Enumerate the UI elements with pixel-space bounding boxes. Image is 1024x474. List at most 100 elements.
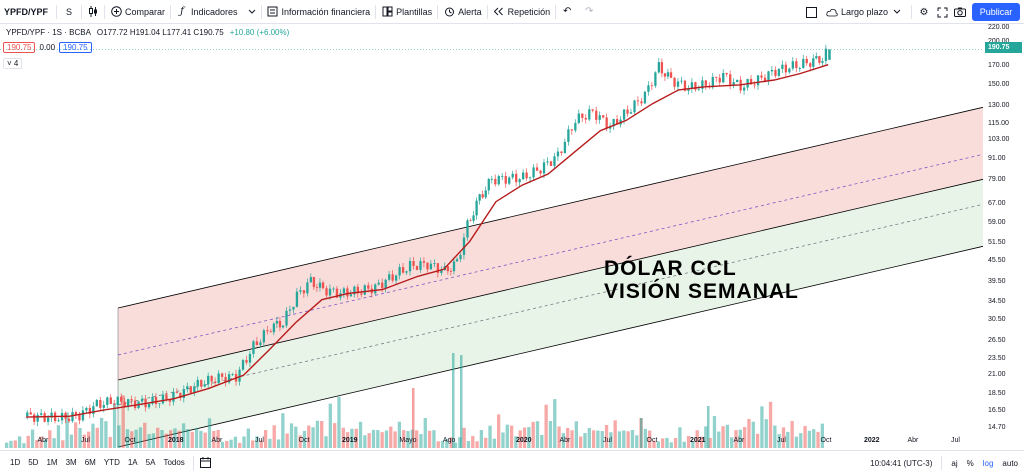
- candle-body: [231, 373, 234, 375]
- volume-bar: [673, 438, 678, 448]
- volume-bar: [505, 424, 509, 448]
- volume-bar: [423, 418, 427, 448]
- bar-style-button[interactable]: [82, 0, 104, 24]
- indicators-dropdown-button[interactable]: [243, 0, 261, 24]
- buy-price-box[interactable]: 190.75: [59, 42, 92, 53]
- compare-button[interactable]: Comparar: [105, 0, 170, 24]
- candle-body: [182, 389, 185, 399]
- publish-button[interactable]: Publicar: [972, 3, 1020, 21]
- range-button-5a[interactable]: 5A: [145, 458, 156, 467]
- candle-body: [71, 412, 74, 422]
- candle-body: [697, 88, 701, 90]
- candle-body: [203, 384, 206, 387]
- candle-body: [426, 262, 429, 270]
- volume-bar: [812, 429, 816, 448]
- replay-button[interactable]: Repetición: [488, 0, 556, 24]
- price-tick-label: 150.00: [988, 80, 1010, 88]
- volume-bar: [522, 427, 527, 448]
- fullscreen-icon[interactable]: [936, 6, 948, 18]
- range-button-1d[interactable]: 1D: [10, 458, 21, 467]
- volume-bar: [22, 443, 26, 448]
- candle-body: [248, 353, 252, 363]
- financials-button[interactable]: Información financiera: [262, 0, 376, 24]
- range-button-3m[interactable]: 3M: [65, 458, 77, 467]
- volume-bar: [734, 430, 738, 448]
- adjust-toggle[interactable]: aj: [951, 458, 958, 468]
- settings-gear-icon[interactable]: ⚙: [919, 6, 929, 18]
- volume-bar: [156, 427, 160, 448]
- fullscreen-box-icon[interactable]: [806, 6, 818, 18]
- range-button-1m[interactable]: 1M: [46, 458, 58, 467]
- volume-bar: [13, 440, 17, 448]
- alert-button[interactable]: Alerta: [438, 0, 487, 24]
- candle-body: [262, 330, 266, 343]
- volume-bar: [518, 430, 522, 448]
- volume-bar: [531, 421, 535, 448]
- volume-bar: [263, 430, 268, 448]
- layout-dropdown[interactable]: Largo plazo: [824, 0, 905, 24]
- top-toolbar: YPFD/YPF S Comparar ƒ Indicadores: [0, 0, 1024, 24]
- candle-body: [595, 110, 598, 120]
- range-button-ytd[interactable]: YTD: [103, 458, 120, 467]
- annotation-title-line1[interactable]: DÓLAR CCL: [604, 257, 737, 280]
- annotation-title-line2[interactable]: VISIÓN SEMANAL: [604, 280, 799, 303]
- volume-bar: [630, 430, 635, 448]
- volume-bar: [436, 441, 440, 448]
- interval-button[interactable]: S: [57, 0, 81, 24]
- time-tick-label: Abr: [211, 437, 223, 444]
- auto-scale-toggle[interactable]: auto: [1002, 458, 1018, 468]
- separator: [437, 4, 439, 19]
- range-button-todos[interactable]: Todos: [163, 458, 185, 467]
- undo-button[interactable]: ↶: [556, 0, 578, 24]
- indicators-collapse-toggle[interactable]: ˅ 4: [3, 58, 23, 69]
- range-button-5d[interactable]: 5D: [28, 458, 39, 467]
- camera-icon[interactable]: [954, 6, 966, 18]
- volume-bar: [143, 422, 147, 448]
- log-scale-toggle[interactable]: log: [982, 458, 994, 468]
- volume-bar: [341, 427, 345, 448]
- percent-toggle[interactable]: %: [966, 458, 974, 468]
- chart-pane[interactable]: [0, 25, 1024, 448]
- clock-timezone[interactable]: 10:04:41 (UTC-3): [870, 458, 933, 468]
- right-toolbar: Largo plazo ⚙: [806, 0, 966, 24]
- candle-body: [605, 117, 608, 129]
- range-button-1a[interactable]: 1A: [127, 458, 138, 467]
- volume-bar: [419, 434, 423, 448]
- price-tick-label: 34.50: [988, 297, 1006, 305]
- calendar-range-icon[interactable]: [200, 457, 212, 469]
- candle-body: [570, 129, 574, 131]
- candle-body: [172, 391, 175, 402]
- templates-button[interactable]: Plantillas: [376, 0, 437, 24]
- symbol-search-button[interactable]: YPFD/YPF: [0, 0, 56, 24]
- candle-body: [673, 77, 676, 87]
- volume-bar: [596, 430, 600, 448]
- spread-value: 0.00: [39, 43, 56, 52]
- series-title[interactable]: YPFD/YPF · 1S · BCBA: [6, 28, 91, 37]
- candle-body: [154, 397, 158, 405]
- volume-bar: [328, 403, 332, 448]
- price-tick-label: 220.00: [988, 24, 1010, 32]
- candle-body: [466, 220, 469, 238]
- volume-bar: [220, 441, 225, 448]
- time-tick-label: 2018: [168, 437, 184, 444]
- range-button-6m[interactable]: 6M: [84, 458, 96, 467]
- candle-body: [629, 112, 633, 114]
- price-tick-label: 45.50: [988, 256, 1006, 264]
- volume-bar: [61, 440, 65, 448]
- candle-body: [295, 291, 299, 307]
- candle-body: [549, 161, 553, 166]
- bottom-toolbar: 1D 5D 1M 3M 6M YTD 1A 5A Todos 10:04:41 (UTC-3) …: [0, 450, 1024, 474]
- candle-body: [36, 414, 39, 422]
- price-chart[interactable]: [0, 25, 1024, 448]
- candle-body: [484, 190, 487, 198]
- candle-body: [318, 282, 322, 288]
- volume-bar: [95, 427, 99, 448]
- redo-button[interactable]: ↷: [578, 0, 600, 24]
- indicators-button[interactable]: ƒ Indicadores: [171, 0, 243, 24]
- volume-bar: [56, 425, 61, 448]
- sell-price-box[interactable]: 190.75: [3, 42, 36, 53]
- function-icon: ƒ: [180, 6, 184, 17]
- volume-bar: [691, 440, 695, 448]
- volume-bar: [781, 427, 786, 448]
- volume-bar: [259, 440, 263, 448]
